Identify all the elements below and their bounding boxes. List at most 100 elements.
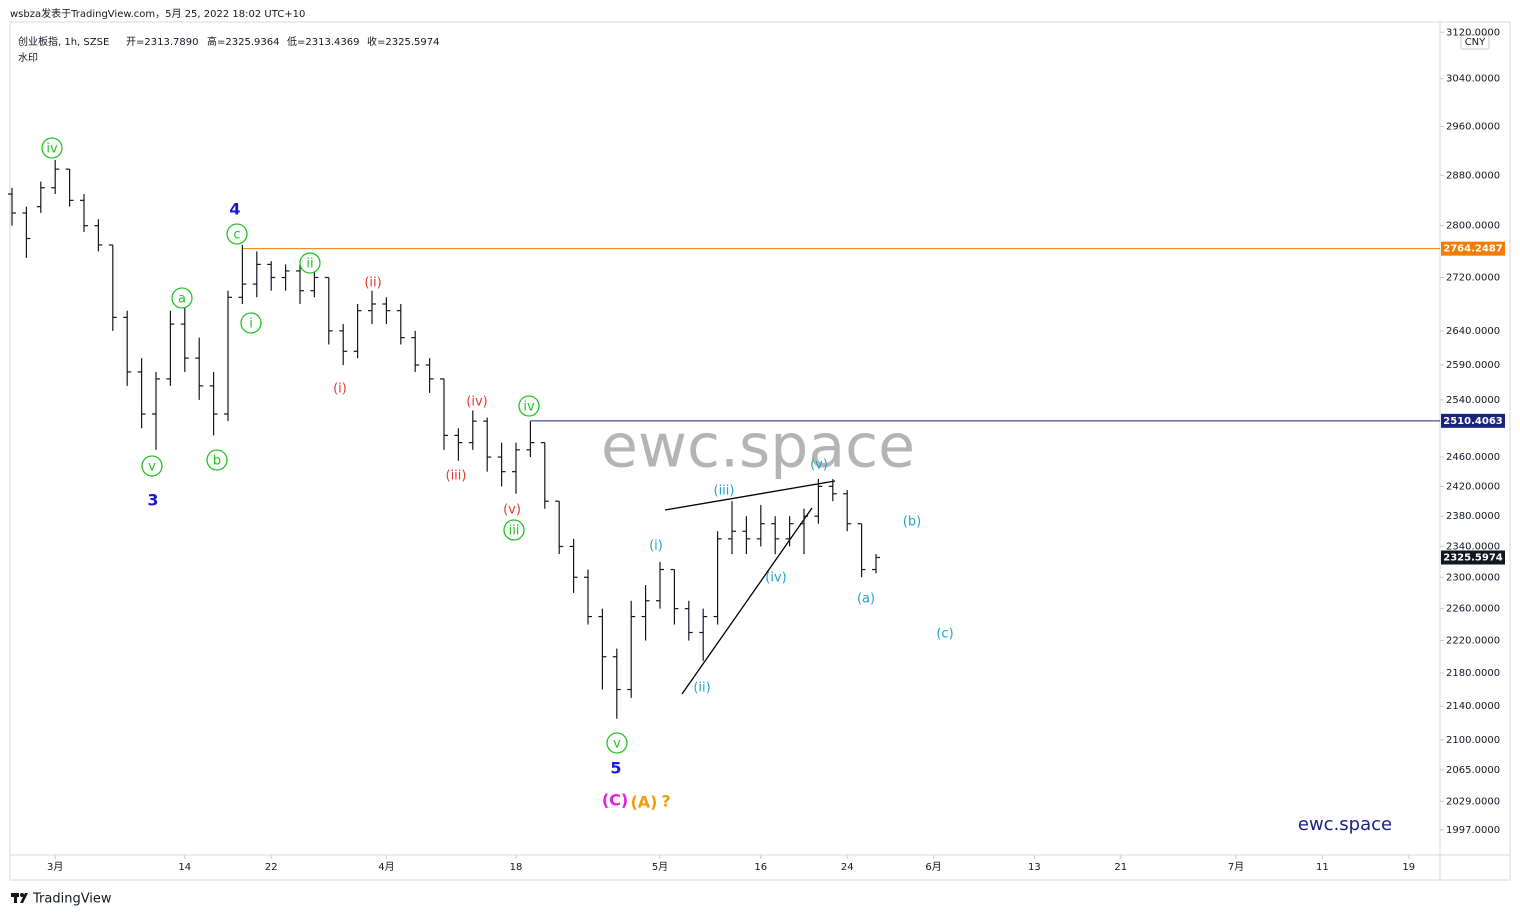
wave-label: (iii) — [446, 469, 467, 484]
wave-label: iii — [509, 524, 520, 539]
logo-part — [14, 893, 17, 903]
ohlc-bar — [65, 168, 74, 207]
ohlc-bar — [828, 479, 837, 502]
y-tick-label: 2720.0000 — [1446, 273, 1500, 284]
y-tick-label: 2140.0000 — [1446, 701, 1500, 712]
ohlc-bar — [339, 324, 348, 366]
wave-label: (v) — [810, 458, 828, 473]
ohlc-bar — [756, 504, 765, 547]
y-tick-label: 2540.0000 — [1446, 395, 1500, 406]
wave-label: b — [213, 454, 221, 469]
wave-circle — [226, 223, 248, 245]
wave-circle — [503, 519, 525, 541]
currency: CNY — [1465, 37, 1486, 48]
ohlc-bar — [713, 531, 722, 625]
wave-label: ii — [306, 257, 313, 272]
wave-label: (a) — [857, 592, 875, 607]
trend-line — [681, 507, 813, 695]
symbol: 创业板指, 1h, SZSE — [18, 35, 109, 48]
x-tick-label: 5月 — [652, 861, 668, 873]
ohlc-bar — [785, 516, 794, 547]
wave-circle — [171, 287, 193, 309]
brand-logo — [11, 893, 28, 903]
x-tick-label: 16 — [754, 862, 767, 873]
ohlc-bar — [684, 600, 693, 641]
y-tick-label: 2590.0000 — [1446, 360, 1500, 371]
level-label-box — [1441, 241, 1505, 256]
y-tick-label: 2960.0000 — [1446, 121, 1500, 132]
wave-label: (C) — [602, 791, 628, 810]
ohlc-bar — [555, 500, 564, 555]
ohlc-bar — [699, 608, 708, 661]
y-tick-label: 2340.0000 — [1446, 541, 1500, 552]
ohlc-bar — [454, 428, 463, 461]
wave-label: (ii) — [693, 681, 710, 696]
x-tick-label: 14 — [178, 862, 191, 873]
ohlc-high: 高=2325.9364 — [207, 35, 279, 48]
currency-box — [1460, 34, 1490, 50]
ohlc-bar — [252, 251, 261, 298]
level-label-box — [1441, 413, 1505, 428]
ohlc-bar — [36, 181, 45, 213]
y-tick-label: 2460.0000 — [1446, 452, 1500, 463]
ohlc-bar — [569, 538, 578, 593]
wave-label: c — [233, 228, 240, 243]
logo-part — [20, 893, 28, 903]
ohlc-bar — [440, 378, 448, 450]
ohlc-bar — [137, 358, 146, 429]
wave-circle — [41, 137, 63, 159]
last-price-label: 2325.5974 — [1443, 552, 1503, 563]
x-tick-label: 4月 — [378, 861, 394, 873]
wave-label: ? — [661, 792, 670, 811]
trend-line — [664, 480, 836, 511]
y-tick-label: 2420.0000 — [1446, 481, 1500, 492]
ohlc-bar — [324, 276, 333, 345]
ohlc-bar — [166, 310, 175, 386]
wave-circle — [206, 449, 228, 471]
ohlc-bar — [814, 479, 823, 524]
wave-circle — [141, 455, 163, 477]
x-tick-label: 19 — [1402, 862, 1415, 873]
y-tick-label: 2180.0000 — [1446, 668, 1500, 679]
level-label: 2764.2487 — [1443, 244, 1503, 255]
ohlc-bar — [670, 568, 679, 625]
y-tick-label: 2880.0000 — [1446, 170, 1500, 181]
ohlc-bar — [872, 554, 880, 574]
brand: TradingView — [32, 892, 112, 907]
ohlc-bar — [425, 358, 434, 393]
wave-label: (iii) — [714, 484, 735, 499]
ohlc-bar — [108, 244, 117, 331]
ohlc-bar — [195, 337, 204, 400]
logo-part — [20, 893, 24, 897]
ohlc-bar — [512, 442, 520, 494]
ohlc-bar — [224, 290, 232, 422]
ohlc-bar — [382, 297, 391, 325]
ohlc-bar — [728, 501, 736, 555]
wave-label: 5 — [610, 759, 621, 778]
indicator: 水印 — [18, 52, 38, 64]
ohlc-bar — [584, 569, 592, 625]
ohlc-bar — [641, 585, 650, 641]
ohlc-open: 开=2313.7890 — [126, 37, 198, 48]
ohlc-bar — [857, 523, 866, 578]
wave-label: 4 — [229, 200, 240, 219]
wave-label: i — [249, 317, 253, 332]
wave-label: v — [613, 737, 621, 752]
y-tick-label: 2220.0000 — [1446, 636, 1500, 647]
wave-label: (c) — [936, 627, 953, 642]
last-price-box — [1441, 550, 1505, 565]
ohlc-bar — [497, 442, 506, 487]
x-tick-label: 18 — [510, 862, 523, 873]
ohlc-bar — [296, 264, 304, 304]
ohlc-bar — [742, 516, 751, 555]
x-tick-label: 7月 — [1228, 861, 1244, 873]
y-tick-label: 2380.0000 — [1446, 511, 1500, 522]
ohlc-bar — [843, 490, 852, 532]
y-tick-label: 2800.0000 — [1446, 221, 1500, 232]
wave-circle — [240, 312, 262, 334]
wave-label: (v) — [503, 503, 521, 518]
y-tick-label: 2640.0000 — [1446, 326, 1500, 337]
x-tick-label: 22 — [265, 862, 278, 873]
wave-label: v — [148, 460, 156, 475]
ohlc-bar — [411, 330, 420, 372]
